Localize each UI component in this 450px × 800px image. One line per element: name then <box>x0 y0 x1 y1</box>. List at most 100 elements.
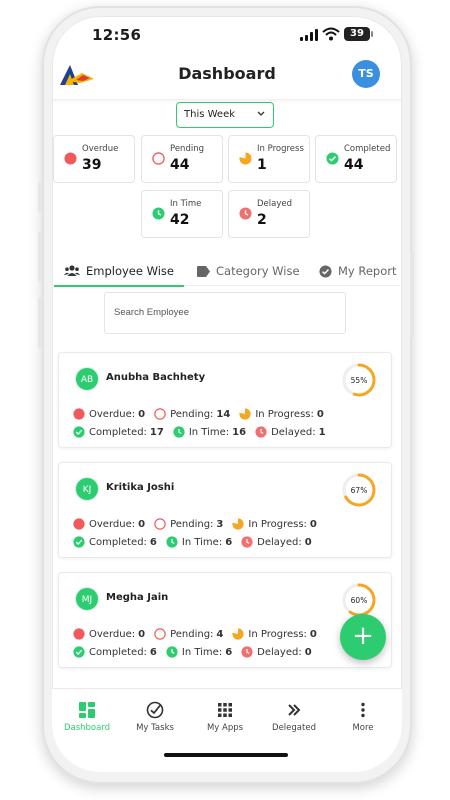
stat-label: Completed <box>344 144 391 154</box>
user-avatar[interactable]: TS <box>352 60 380 88</box>
in-progress-pie-icon <box>239 152 252 165</box>
bottom-nav: Dashboard My Tasks My Apps Delegated <box>52 688 402 772</box>
pending-circle-icon <box>154 628 166 640</box>
phone-side-button <box>38 298 42 348</box>
overdue-value: 0 <box>138 518 146 530</box>
pending-stat: Pending: 4 <box>154 628 223 640</box>
pending-value: 14 <box>216 408 231 420</box>
delayed-stat: Delayed: 1 <box>255 426 326 438</box>
completed-stat: Completed: 6 <box>73 536 157 548</box>
in-progress-pie-icon <box>232 628 244 640</box>
completed-check-icon <box>73 426 85 438</box>
stat-value: 1 <box>257 157 267 173</box>
in-time-label: In Time: <box>181 646 223 658</box>
employee-card[interactable]: AB Anubha Bachhety 55% Overdue: 0 Pending… <box>58 352 392 448</box>
stat-value: 44 <box>344 157 364 173</box>
overdue-label: Overdue: <box>89 518 136 530</box>
in-time-value: 6 <box>225 536 233 548</box>
pending-value: 3 <box>216 518 224 530</box>
in-time-stat: In Time: 16 <box>173 426 246 438</box>
delayed-stat: Delayed: 0 <box>241 646 312 658</box>
completed-check-icon <box>326 152 339 165</box>
delayed-label: Delayed: <box>257 536 302 548</box>
nav-more[interactable]: More <box>332 701 394 733</box>
overdue-stat: Overdue: 0 <box>73 628 145 640</box>
delayed-clock-icon <box>239 207 252 220</box>
check-circle-icon <box>319 264 332 278</box>
in-progress-stat: In Progress: 0 <box>232 628 317 640</box>
add-task-button[interactable]: + <box>340 614 386 660</box>
tab-category-wise[interactable]: Category Wise <box>197 256 300 286</box>
nav-label: More <box>352 723 374 733</box>
status-bar: 12:56 39 <box>52 16 402 56</box>
overdue-dot-icon <box>64 152 77 165</box>
nav-delegated[interactable]: Delegated <box>263 701 325 733</box>
phone-side-button <box>410 252 414 338</box>
completed-stat: Completed: 17 <box>73 426 164 438</box>
in-time-stat: In Time: 6 <box>166 646 232 658</box>
dashboard-icon <box>79 702 95 718</box>
tab-my-report[interactable]: My Report <box>319 256 397 286</box>
employee-avatar: MJ <box>75 587 99 611</box>
in-time-value: 16 <box>232 426 247 438</box>
delayed-stat: Delayed: 0 <box>241 536 312 548</box>
employee-card[interactable]: KJ Kritika Joshi 67% Overdue: 0 Pending: 3… <box>58 462 392 558</box>
in-progress-stat: In Progress: 0 <box>232 518 317 530</box>
delayed-clock-icon <box>241 646 253 658</box>
nav-dashboard[interactable]: Dashboard <box>56 701 118 733</box>
in-time-label: In Time: <box>188 426 230 438</box>
status-row-top: Overdue: 0 Pending: 3 In Progress: 0 <box>73 518 326 530</box>
progress-ring: 67% <box>342 473 376 507</box>
period-select[interactable]: This Week <box>176 102 274 128</box>
nav-my-apps[interactable]: My Apps <box>194 701 256 733</box>
stat-label: Delayed <box>257 199 293 209</box>
completed-label: Completed: <box>89 536 147 548</box>
delayed-value: 0 <box>304 536 312 548</box>
users-icon <box>64 265 80 276</box>
tab-employee-wise[interactable]: Employee Wise <box>54 256 184 287</box>
employee-card[interactable]: MJ Megha Jain 60% Overdue: 0 Pending: 4 In… <box>58 572 392 668</box>
signal-icon <box>300 29 318 41</box>
stat-card-overdue[interactable]: Overdue 39 <box>53 135 135 183</box>
nav-label: My Apps <box>206 723 244 733</box>
pending-circle-icon <box>152 152 165 165</box>
delayed-value: 0 <box>304 646 312 658</box>
pending-label: Pending: <box>170 408 214 420</box>
overdue-stat: Overdue: 0 <box>73 408 145 420</box>
search-employee-input[interactable]: Search Employee <box>104 292 346 334</box>
stat-card-pending[interactable]: Pending 44 <box>141 135 223 183</box>
status-row-bottom: Completed: 6 In Time: 6 Delayed: 0 <box>73 646 321 658</box>
in-progress-label: In Progress: <box>248 518 307 530</box>
nav-my-tasks[interactable]: My Tasks <box>124 701 186 733</box>
stat-card-completed[interactable]: Completed 44 <box>315 135 397 183</box>
delayed-clock-icon <box>255 426 267 438</box>
status-row-top: Overdue: 0 Pending: 14 In Progress: 0 <box>73 408 333 420</box>
nav-label: Delegated <box>272 723 316 733</box>
chevron-down-icon <box>257 111 265 116</box>
more-vertical-icon <box>361 702 365 718</box>
home-indicator <box>164 753 288 757</box>
stat-label: In Time <box>170 199 202 209</box>
status-row-bottom: Completed: 17 In Time: 16 Delayed: 1 <box>73 426 335 438</box>
completed-value: 6 <box>149 646 157 658</box>
progress-percent: 55% <box>351 376 368 385</box>
progress-ring-arc <box>342 473 376 507</box>
completed-label: Completed: <box>89 646 147 658</box>
progress-ring: 55% <box>342 363 376 397</box>
completed-label: Completed: <box>89 426 147 438</box>
tab-label: Category Wise <box>216 264 300 278</box>
stat-card-delayed[interactable]: Delayed 2 <box>228 190 310 238</box>
stat-value: 2 <box>257 212 267 228</box>
clock-icon <box>173 426 185 438</box>
stat-label: In Progress <box>257 144 304 154</box>
page-title: Dashboard <box>178 64 276 83</box>
stat-label: Pending <box>170 144 204 154</box>
in-time-label: In Time: <box>181 536 223 548</box>
stat-card-in-time[interactable]: In Time 42 <box>141 190 223 238</box>
in-time-stat: In Time: 6 <box>166 536 232 548</box>
completed-value: 17 <box>149 426 164 438</box>
clock-icon <box>166 536 178 548</box>
tab-label: Employee Wise <box>86 264 174 278</box>
app-logo[interactable] <box>56 61 96 91</box>
stat-card-in-progress[interactable]: In Progress 1 <box>228 135 310 183</box>
